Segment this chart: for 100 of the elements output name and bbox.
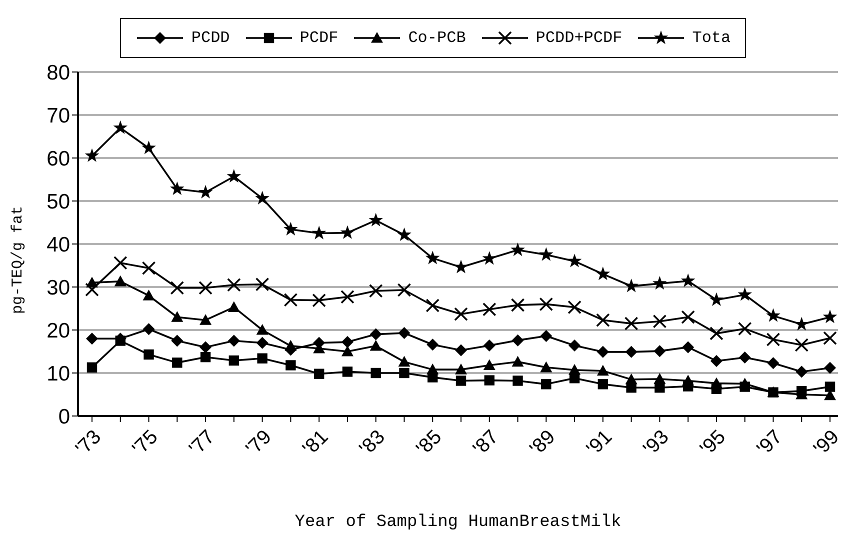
x-tick-label: '97 [752,426,787,460]
point [568,339,581,352]
point [426,364,439,374]
point [654,373,666,384]
point [172,358,182,368]
point [341,336,354,348]
point [483,339,496,352]
point [512,376,523,386]
x-tick-label: '91 [582,426,616,460]
point [85,282,99,296]
point [794,338,809,352]
point [568,300,582,314]
point [142,140,156,154]
point [682,374,694,386]
point [255,278,270,292]
point [482,251,497,265]
point [710,354,722,367]
point [227,278,241,292]
point [598,379,608,390]
point [142,261,156,275]
point [142,290,155,300]
point [86,332,98,345]
point [228,334,240,347]
point [228,355,240,366]
point [822,310,838,324]
point [257,353,268,364]
y-tick-label: 30 [46,276,70,300]
point [341,346,354,356]
point [738,287,752,301]
point [368,284,383,298]
point [510,298,525,312]
point [84,148,100,162]
x-tick-label: '79 [242,426,276,460]
y-tick-label: 70 [46,104,70,128]
point [228,301,240,312]
point [680,273,696,288]
x-tick-label: '93 [639,426,674,460]
legend-label: PCDD [191,29,230,47]
point [738,378,751,389]
point [312,293,326,308]
point [796,366,808,378]
point [681,310,695,324]
y-tick-label: 0 [58,405,70,428]
point [482,302,496,316]
point [342,366,353,377]
point [709,292,724,306]
point [198,280,212,295]
point [144,349,154,360]
point [652,314,667,328]
point [170,181,184,196]
point [114,275,126,286]
point [456,376,466,386]
point [426,298,440,312]
point [455,344,467,356]
x-tick-label: '89 [526,426,560,460]
point [454,307,468,321]
point [596,364,609,376]
point [314,368,324,379]
x-tick-label: '95 [696,426,730,460]
point [284,222,298,236]
point [113,256,128,270]
x-tick-label: '81 [298,426,333,460]
point [256,336,268,349]
point [113,120,128,134]
point [567,254,582,268]
point [256,324,268,335]
y-tick-label: 20 [46,319,70,342]
point [596,266,610,280]
point [625,373,638,384]
y-axis-title: pg-TEQ/g fat [9,206,26,314]
point [200,352,211,362]
point [426,338,439,351]
point [710,326,724,340]
point [340,225,355,239]
point [370,340,382,351]
point [794,316,809,330]
point [86,362,98,373]
point [115,336,126,346]
x-tick-label: '85 [412,426,446,460]
point [368,212,383,226]
point [198,184,213,198]
point [710,377,722,388]
point [171,311,184,322]
point [398,327,410,340]
x-tick-label: '87 [468,426,503,460]
legend-label: Co-PCB [408,29,466,47]
x-tick-label: '73 [72,426,106,460]
point [766,332,780,346]
y-tick-label: 40 [46,233,70,256]
point [738,322,752,336]
point [455,364,467,374]
legend-label: Tota [692,29,731,47]
point [682,341,694,354]
point [541,379,552,390]
point [596,313,610,328]
point [226,168,242,183]
point [539,297,554,312]
y-tick-label: 50 [46,190,70,214]
point [370,368,381,378]
x-tick-label: '75 [128,426,162,460]
